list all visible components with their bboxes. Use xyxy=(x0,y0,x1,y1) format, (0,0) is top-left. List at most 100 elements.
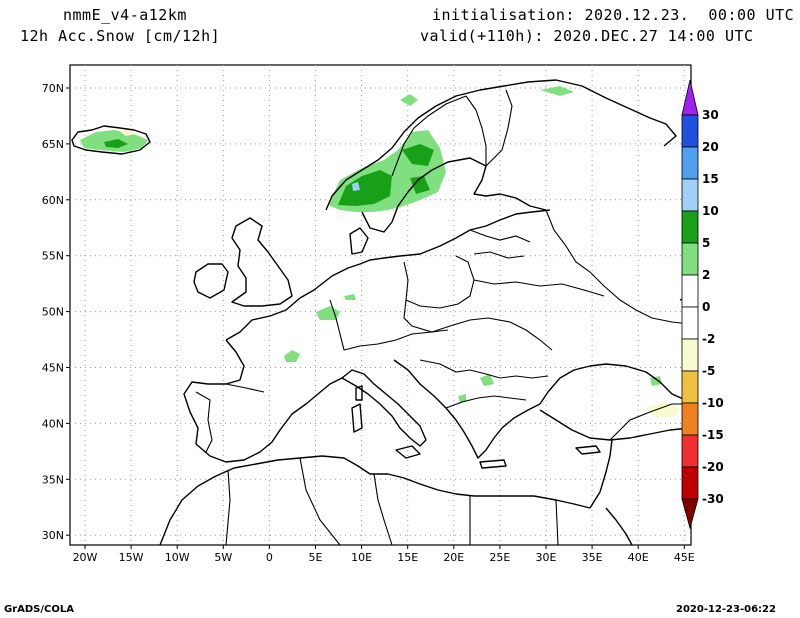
border-france-germany xyxy=(329,299,345,351)
legend-label: -10 xyxy=(702,396,724,410)
snow-france xyxy=(284,350,300,362)
coast-denmark xyxy=(349,227,369,255)
coastlines xyxy=(71,79,691,546)
snow-scandinavia-core xyxy=(338,170,392,206)
snow-kola xyxy=(540,86,574,96)
legend-swatch xyxy=(681,306,699,340)
lon-label: 10E xyxy=(351,551,372,564)
legend-label: -5 xyxy=(702,364,715,378)
map-plot xyxy=(69,64,692,546)
valid-time: valid(+110h): 2020.DEC.27 14:00 UTC xyxy=(420,27,754,45)
legend-label: -30 xyxy=(702,492,724,506)
legend-label: 5 xyxy=(702,236,710,250)
lon-label: 15W xyxy=(119,551,144,564)
lon-label: 30E xyxy=(536,551,557,564)
legend-label: 10 xyxy=(702,204,719,218)
coast-levant xyxy=(589,439,613,509)
legend-swatch xyxy=(681,434,699,468)
border-north-africa xyxy=(225,457,559,546)
lat-label: 45N xyxy=(42,362,64,375)
coast-cyprus xyxy=(575,445,601,455)
coast-north-africa xyxy=(159,455,591,546)
lat-label: 60N xyxy=(42,194,64,207)
snow-caucasus xyxy=(650,376,662,386)
lat-label: 30N xyxy=(42,529,64,542)
latitude-labels: 70N 65N 60N 55N 50N 45N 40N 35N 30N xyxy=(42,82,70,542)
footer-right: 2020-12-23-06:22 xyxy=(676,604,776,615)
lat-label: 50N xyxy=(42,306,64,319)
border-finland-russia xyxy=(485,89,513,167)
model-name: nmmE_v4-a12km xyxy=(63,6,187,24)
snow-turkey-pale xyxy=(646,402,680,418)
coast-britain xyxy=(231,217,293,307)
legend-swatch xyxy=(681,402,699,436)
border-russia xyxy=(545,209,691,325)
border-balkans-1 xyxy=(419,359,549,379)
legend-label: 0 xyxy=(702,300,710,314)
coast-red-sea xyxy=(605,507,633,546)
coast-black-sea xyxy=(539,363,691,405)
snowfall-shading xyxy=(80,86,690,418)
coast-corsica xyxy=(355,385,363,401)
legend-swatch xyxy=(681,210,699,244)
lat-label: 35N xyxy=(42,473,64,486)
coast-sardinia xyxy=(351,403,363,433)
legend-swatch xyxy=(681,146,699,180)
legend-swatch xyxy=(681,274,699,308)
border-turkey-east xyxy=(609,403,690,441)
legend-swatch xyxy=(681,242,699,276)
coast-sweden-baltic xyxy=(361,157,547,233)
init-time: initialisation: 2020.12.23. 00:00 UTC xyxy=(432,6,795,24)
snow-north xyxy=(400,94,418,106)
lon-label: 0 xyxy=(266,551,273,564)
legend-swatch xyxy=(681,466,699,500)
lat-label: 40N xyxy=(42,417,64,430)
border-spain-portugal xyxy=(195,391,213,453)
lat-label: 55N xyxy=(42,250,64,263)
coast-continent xyxy=(225,209,551,341)
lon-label: 40E xyxy=(628,551,649,564)
legend-label: -15 xyxy=(702,428,724,442)
lon-label: 10W xyxy=(165,551,190,564)
border-belarus-ukraine xyxy=(473,279,605,297)
coast-crete xyxy=(479,459,507,469)
border-sweden-norway xyxy=(391,95,467,177)
legend-swatch xyxy=(681,178,699,212)
coast-biscay xyxy=(183,339,343,463)
coast-balkans xyxy=(393,359,541,459)
snow-iceland-core xyxy=(104,139,128,148)
lon-label: 5W xyxy=(214,551,232,564)
legend-label: 30 xyxy=(702,108,719,122)
lat-label: 70N xyxy=(42,82,64,95)
coast-ireland xyxy=(193,263,229,299)
legend-bottom-arrow xyxy=(681,498,699,530)
legend-swatch xyxy=(681,370,699,404)
borders xyxy=(195,89,691,546)
coast-scandinavia xyxy=(325,79,677,211)
field-title: 12h Acc.Snow [cm/12h] xyxy=(20,27,221,45)
coast-sicily xyxy=(395,445,421,459)
border-baltics xyxy=(469,229,531,259)
legend-swatch xyxy=(681,338,699,372)
coast-iceland xyxy=(71,125,151,155)
border-france-spain xyxy=(225,383,265,393)
snow-germany xyxy=(344,294,356,300)
lon-label: 25E xyxy=(489,551,510,564)
map-frame xyxy=(69,64,692,546)
border-central xyxy=(403,299,553,351)
legend-label: 15 xyxy=(702,172,719,186)
footer-left: GrADS/COLA xyxy=(4,604,74,615)
legend-label: -20 xyxy=(702,460,724,474)
lon-label: 15E xyxy=(397,551,418,564)
snow-sweden-core xyxy=(402,144,434,166)
legend-label: 20 xyxy=(702,140,719,154)
lat-label: 65N xyxy=(42,138,64,151)
snow-greece xyxy=(458,394,466,402)
legend-label: 2 xyxy=(702,268,710,282)
snow-benelux xyxy=(316,306,340,320)
lon-label: 20E xyxy=(443,551,464,564)
border-poland-east xyxy=(405,255,475,309)
snow-balkans xyxy=(480,374,494,386)
